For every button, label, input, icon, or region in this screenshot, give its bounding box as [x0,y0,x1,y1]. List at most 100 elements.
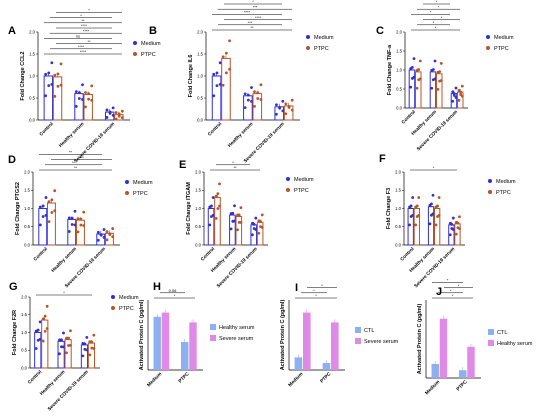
legend-swatch [286,177,290,181]
data-point [78,91,81,95]
data-point [34,347,38,350]
category-label: Healthy serum [50,246,78,274]
data-point [36,328,40,332]
data-point [108,111,112,115]
significance-label: * [433,165,435,170]
data-point [218,82,222,86]
data-point [108,232,112,236]
data-point [259,83,263,87]
bar [439,318,448,378]
significance-label: ** [72,160,76,165]
bar [181,342,189,370]
y-axis-title: Fold Change ITGAM [186,182,192,235]
data-point [215,71,219,75]
data-point [69,343,72,347]
data-point [60,338,63,342]
category-label: Severe COVID-19 serum [413,246,456,289]
legend-label: Medium [133,180,153,186]
significance-label: ** [250,25,254,30]
data-point [250,99,253,103]
significance-label: **** [80,49,87,54]
category-label: Healthy serum [227,121,255,149]
data-point [454,86,458,90]
data-point [284,102,288,106]
panel-h: H Activated Protein C (pg/ml)Medium PTPC *0… [139,281,255,388]
data-point [243,92,247,96]
data-point [451,228,455,231]
data-point [208,223,212,227]
y-tick-label: 0.0 [24,242,30,247]
category-label: Healthy serum [58,121,86,149]
category-label: Medium [424,379,441,396]
y-tick-label: 0.5 [195,224,201,229]
y-axis-title: Fold Change IL6 [188,55,194,98]
data-point [59,62,63,66]
category-label: Severe COVID-19 serum [47,369,90,412]
panel-label: H [153,281,161,293]
legend-swatch [488,179,492,183]
data-point [259,98,263,101]
data-point [65,351,68,355]
data-point [275,103,278,107]
bar [153,316,161,370]
data-point [105,116,109,119]
data-point [436,204,439,208]
data-point [87,92,90,96]
data-point [43,314,47,318]
data-point [216,192,220,196]
data-point [102,236,106,239]
legend-swatch [210,335,216,341]
data-point [451,216,455,220]
data-point [275,112,278,116]
data-point [44,196,48,199]
data-point [221,55,225,59]
significance-label: * [63,290,65,295]
data-point [252,222,256,226]
legend-label: Medium [119,295,139,301]
significance-label: * [441,15,443,20]
data-point [99,233,103,236]
significance-label: ** [81,18,85,23]
data-point [53,73,57,77]
panel-b: B 0.0 0.5 1.0 1.5 2.0 Fold Change IL6 Control He… [149,0,334,164]
data-point [45,304,49,308]
data-point [73,223,77,227]
significance-label: * [80,13,82,18]
data-point [457,98,461,102]
category-label: PTPC [177,371,191,385]
data-point [47,200,51,204]
data-point [284,112,288,116]
data-point [433,77,437,81]
legend-swatch [306,35,310,39]
panel-label: E [179,159,186,171]
data-point [111,106,115,110]
data-point [246,98,250,102]
panel-a: A 0.0 0.5 1.0 1.5 2.0 Fold Change CCL2 Control H… [8,8,161,165]
data-point [411,214,415,217]
y-tick-label: 0.5 [29,95,35,100]
y-axis-title: Fold Change TNF-a [387,44,393,95]
data-point [251,233,254,237]
data-point [92,333,96,337]
data-point [431,193,435,197]
data-point [260,213,264,217]
significance-label: * [447,278,449,283]
y-tick-label: 2.0 [396,29,402,34]
y-tick-label: 1.5 [396,48,402,53]
legend-swatch [486,35,490,39]
data-point [105,238,109,242]
significance-label: * [315,293,317,298]
bar [331,322,339,370]
data-point [74,90,78,94]
y-axis-title: Fold Change CCL2 [20,51,26,100]
data-point [224,71,228,75]
data-point [415,204,419,208]
data-point [50,82,54,86]
data-point [246,93,250,97]
legend-swatch [133,52,137,56]
data-point [82,210,86,214]
significance-label: ** [87,39,91,44]
legend-label: Medium [294,177,314,183]
legend-label: Medium [141,41,161,47]
